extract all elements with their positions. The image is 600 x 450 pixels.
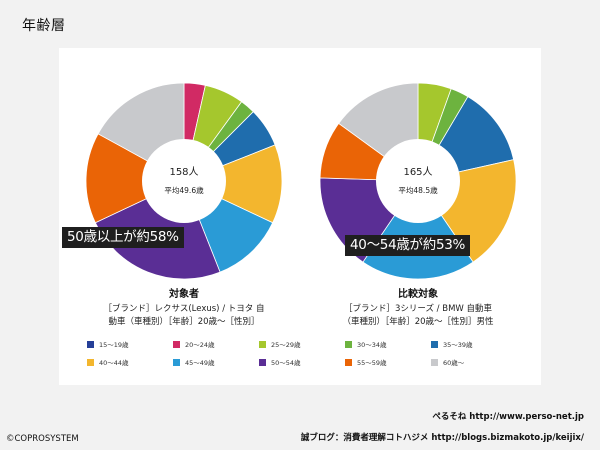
legend-label: 20〜24歳 [185, 341, 215, 349]
description-line: （車種別）［年齢］20歳〜［性別］男性 [342, 317, 494, 327]
legend-label: 55〜59歳 [357, 359, 387, 367]
legend-item: 60歳〜 [431, 357, 517, 367]
callout-comparison: 40〜54歳が約53% [345, 235, 471, 256]
legend-label: 40〜44歳 [99, 359, 129, 367]
legend-swatch [173, 358, 180, 366]
legend-label: 35〜39歳 [443, 341, 473, 349]
legend-swatch [431, 340, 438, 348]
legend-label: 25〜29歳 [271, 341, 301, 349]
legend: 15〜19歳 20〜24歳 25〜29歳 30〜34歳 35〜39歳 40〜44… [87, 339, 517, 367]
chart-title-comparison: 比較対象 [398, 289, 438, 300]
donut-slice-55〜59歳 [85, 133, 185, 224]
legend-swatch [173, 340, 180, 348]
legend-item: 25〜29歳 [259, 339, 345, 349]
legend-item: 35〜39歳 [431, 339, 517, 349]
description-line: 動車（車種別）［年齢］20歳〜［性別］ [108, 317, 260, 327]
center-average-age: 平均48.5歳 [398, 185, 438, 195]
description-line: ［ブランド］レクサス(Lexus) / トヨタ 自 [103, 304, 265, 314]
description-line: ［ブランド］3シリーズ / BMW 自動車 [343, 304, 493, 314]
legend-item: 15〜19歳 [87, 339, 173, 349]
legend-label: 45〜49歳 [185, 359, 215, 367]
legend-swatch [87, 340, 94, 348]
center-count: 165人 [403, 166, 432, 178]
legend-item: 45〜49歳 [173, 357, 259, 367]
chart-description-target: ［ブランド］レクサス(Lexus) / トヨタ 自 動車（車種別）［年齢］20歳… [84, 303, 284, 329]
legend-item: 20〜24歳 [173, 339, 259, 349]
donut-chart-comparison: 165人 平均48.5歳 [319, 82, 517, 280]
legend-item: 50〜54歳 [259, 357, 345, 367]
legend-swatch [431, 358, 438, 366]
center-average-age: 平均49.6歳 [164, 185, 204, 195]
credit-line-blog: 誠ブログ：消費者理解コトハジメ http://blogs.bizmakoto.j… [300, 433, 584, 443]
donut-hole [376, 139, 460, 223]
legend-label: 60歳〜 [443, 359, 465, 367]
legend-swatch [87, 358, 94, 366]
legend-swatch [345, 358, 352, 366]
page-title: 年齢層 [22, 18, 66, 34]
credit-line-site: ぺるそね http://www.perso-net.jp [432, 412, 584, 422]
copyright: ©COPROSYSTEM [6, 434, 79, 444]
legend-label: 15〜19歳 [99, 341, 129, 349]
legend-swatch [259, 358, 266, 366]
legend-item: 30〜34歳 [345, 339, 431, 349]
legend-label: 30〜34歳 [357, 341, 387, 349]
legend-item: 40〜44歳 [87, 357, 173, 367]
legend-swatch [259, 340, 266, 348]
callout-target: 50歳以上が約58% [62, 227, 184, 248]
legend-item: 55〜59歳 [345, 357, 431, 367]
donut-hole [142, 139, 226, 223]
legend-label: 50〜54歳 [271, 359, 301, 367]
chart-title-target: 対象者 [169, 289, 199, 300]
legend-swatch [345, 340, 352, 348]
center-count: 158人 [169, 166, 198, 178]
donut-chart-target: 158人 平均49.6歳 [85, 82, 283, 280]
donut-slice-40〜44歳 [182, 144, 283, 224]
chart-description-comparison: ［ブランド］3シリーズ / BMW 自動車 （車種別）［年齢］20歳〜［性別］男… [318, 303, 518, 329]
